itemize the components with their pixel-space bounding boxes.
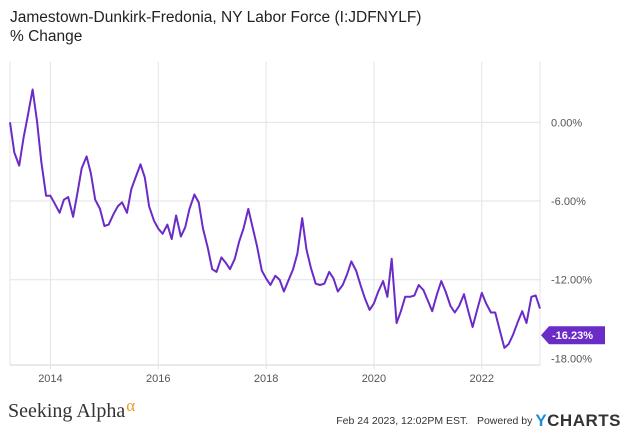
y-tick-label: -18.00%	[551, 353, 592, 365]
y-tick-label: 0.00%	[551, 117, 582, 129]
series-line	[9, 88, 541, 349]
x-tick-label: 2020	[362, 373, 386, 385]
seeking-alpha-logo: Seeking Alphaα	[8, 396, 136, 422]
last-value-badge: -16.23%	[541, 326, 605, 345]
ycharts-logo: YCHARTS	[535, 411, 621, 430]
x-tick-label: 2016	[146, 373, 170, 385]
timestamp: Feb 24 2023, 12:02PM EST.	[336, 415, 469, 427]
x-axis-ticks: 2014 2016 2018 2020 2022	[38, 373, 494, 385]
x-tick-label: 2022	[470, 373, 494, 385]
y-axis-ticks: 0.00% -6.00% -12.00% -18.00%	[551, 117, 592, 365]
footer-credit: Feb 24 2023, 12:02PM EST. Powered by YCH…	[336, 411, 621, 431]
y-tick-label: -12.00%	[551, 275, 592, 287]
x-tick-label: 2018	[254, 373, 278, 385]
chart-title: Jamestown-Dunkirk-Fredonia, NY Labor For…	[10, 9, 422, 45]
last-value-badge-shape	[541, 326, 605, 345]
powered-by-label: Powered by	[476, 415, 533, 427]
y-tick-label: -6.00%	[551, 196, 586, 208]
gridlines	[9, 62, 541, 369]
x-tick-label: 2014	[38, 373, 62, 385]
last-value-label: -16.23%	[552, 330, 593, 342]
alpha-icon: α	[126, 396, 136, 415]
